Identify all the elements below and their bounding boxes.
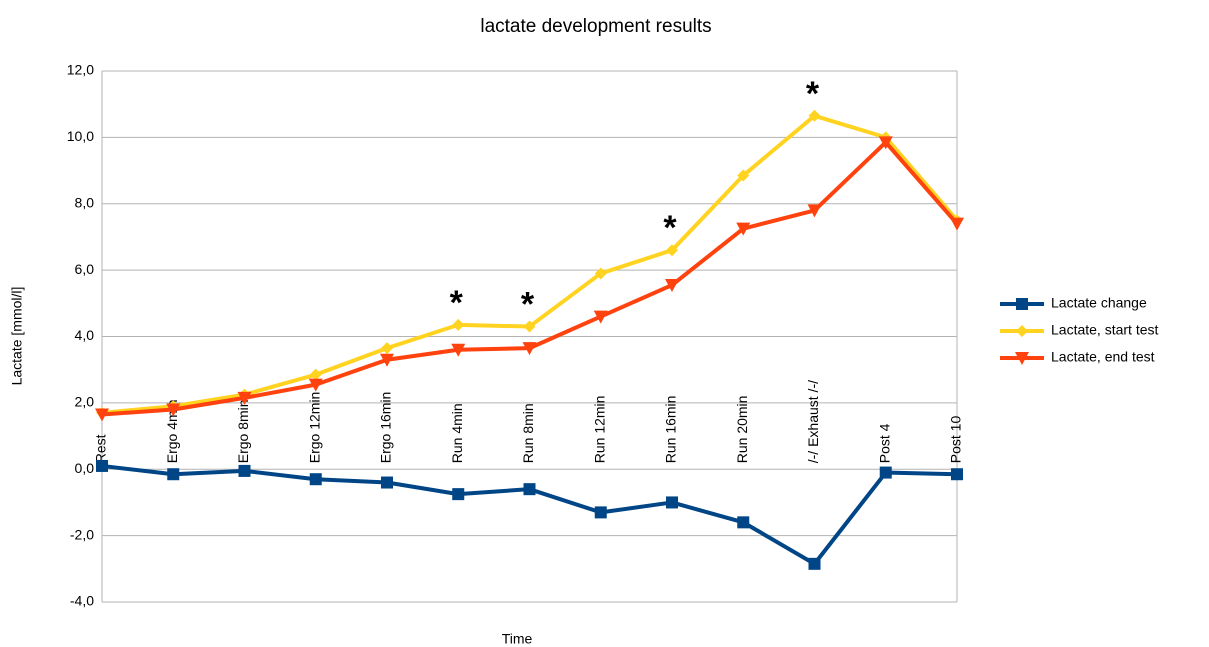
data-point (593, 310, 608, 324)
data-point (452, 318, 465, 331)
y-tick-label: -4,0 (70, 593, 94, 609)
x-tick-label: Ergo 16min (378, 392, 394, 464)
x-tick-label: Ergo 4min (164, 399, 180, 463)
y-tick-label: 4,0 (75, 327, 95, 343)
data-point (807, 204, 822, 218)
data-point (737, 516, 750, 529)
x-tick-label: Run 4min (449, 403, 465, 463)
x-tick-label: Ergo 8min (235, 399, 251, 463)
legend-marker (1016, 298, 1028, 310)
y-tick-label: 2,0 (75, 394, 95, 410)
annotation: * (663, 209, 677, 247)
y-tick-label: -2,0 (70, 526, 94, 542)
x-tick-label: Ergo 12min (306, 392, 322, 464)
data-point (380, 353, 394, 367)
data-point (167, 468, 180, 481)
chart-title: lactate development results (480, 16, 711, 37)
data-point (166, 403, 181, 417)
x-tick-label: Run 20min (734, 396, 750, 464)
data-point (309, 368, 322, 381)
y-tick-label: 8,0 (75, 194, 95, 210)
x-tick-label: Rest (93, 434, 109, 463)
data-point (95, 408, 109, 422)
y-tick-label: 0,0 (75, 460, 95, 476)
annotation: * (806, 75, 820, 113)
series-line (101, 140, 959, 417)
y-tick-label: 6,0 (75, 261, 95, 277)
y-tick-label: 10,0 (67, 128, 94, 144)
series-line (101, 463, 958, 566)
x-tick-label: Run 12min (591, 396, 607, 464)
data-point (309, 473, 322, 486)
data-point (594, 506, 607, 519)
legend-label: Lactate, start test (1051, 322, 1158, 338)
legend-label: Lactate change (1051, 295, 1147, 311)
data-point (594, 267, 607, 280)
annotation: * (450, 284, 464, 322)
data-point (523, 483, 536, 496)
annotation: * (521, 286, 535, 324)
data-point (950, 217, 964, 231)
data-point (452, 488, 465, 501)
data-point (451, 343, 466, 357)
data-point (237, 391, 252, 405)
series-line (101, 113, 959, 415)
data-point (808, 109, 821, 122)
data-point (736, 222, 751, 236)
data-point (523, 320, 536, 333)
data-point (665, 279, 679, 293)
data-point (951, 468, 963, 481)
x-axis-label: Time (502, 631, 533, 647)
data-point (96, 459, 108, 472)
x-tick-label: /-/ Exhaust /-/ (805, 380, 821, 463)
data-point (381, 342, 393, 355)
legend-label: Lactate, end test (1051, 349, 1155, 365)
data-point (666, 496, 678, 509)
x-tick-label: Post 4 (876, 423, 892, 463)
data-point (737, 169, 750, 182)
data-point (808, 557, 821, 570)
y-axis-label: Lactate [mmol/l] (9, 287, 25, 386)
data-point (666, 244, 678, 257)
data-point (522, 342, 537, 356)
data-point (238, 464, 251, 477)
legend-marker (1016, 325, 1028, 337)
data-point (879, 466, 892, 479)
y-tick-label: 12,0 (67, 62, 94, 78)
data-point (878, 136, 893, 150)
x-tick-label: Post 10 (948, 416, 964, 464)
legend-marker (1015, 352, 1029, 365)
x-tick-label: Run 8min (520, 403, 536, 463)
x-tick-label: Run 16min (663, 396, 679, 464)
data-point (308, 378, 323, 392)
data-point (381, 476, 393, 489)
